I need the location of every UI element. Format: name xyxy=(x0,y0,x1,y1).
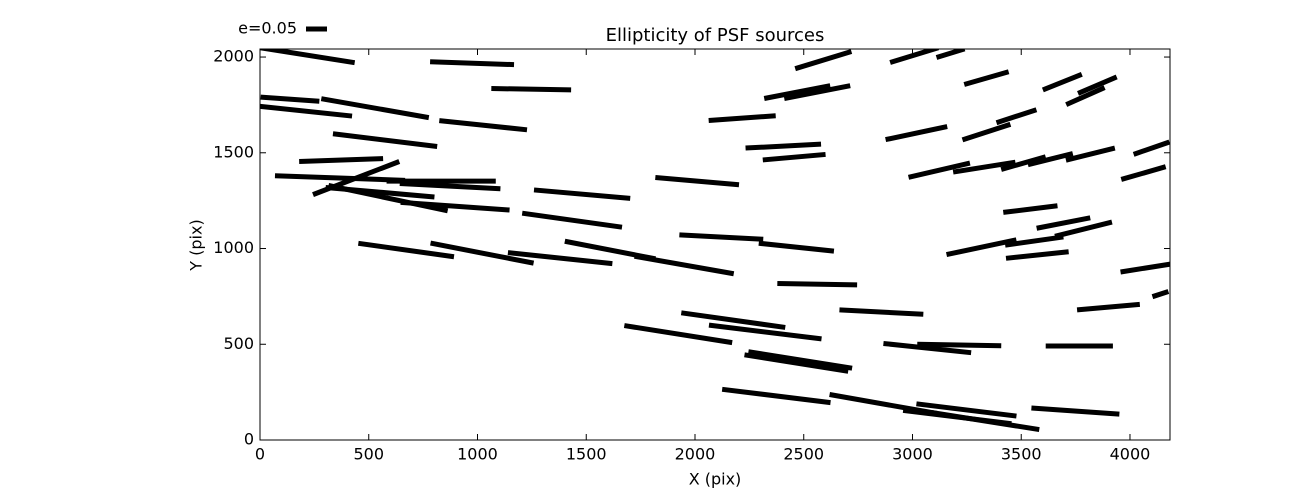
whisker xyxy=(762,151,826,163)
whisker xyxy=(507,250,613,267)
whisker xyxy=(885,124,948,143)
whisker xyxy=(1054,219,1113,239)
whisker xyxy=(260,49,356,66)
whisker xyxy=(931,410,1040,433)
whisker xyxy=(533,187,631,201)
x-tick-label: 2000 xyxy=(675,445,716,464)
whisker xyxy=(839,307,924,317)
whisker xyxy=(357,240,455,260)
y-tick-label: 1000 xyxy=(213,238,254,257)
whisker xyxy=(274,173,406,183)
x-tick-label: 2500 xyxy=(783,445,824,464)
y-tick-label: 0 xyxy=(244,430,254,449)
whisker xyxy=(907,160,971,180)
whisker xyxy=(1132,139,1170,157)
whisker xyxy=(889,49,940,65)
whisker xyxy=(758,240,835,254)
x-tick-label: 0 xyxy=(255,445,265,464)
whisker xyxy=(400,199,510,213)
x-tick-label: 3000 xyxy=(892,445,933,464)
whisker xyxy=(748,349,853,371)
whisker xyxy=(935,49,966,60)
key-label: e=0.05 xyxy=(238,19,297,38)
whisker xyxy=(744,352,849,374)
x-tick-label: 3500 xyxy=(1001,445,1042,464)
whisker xyxy=(1027,151,1074,168)
whisker xyxy=(680,310,786,330)
whisker xyxy=(1002,203,1058,215)
whisker xyxy=(1041,71,1083,93)
whisker xyxy=(1065,145,1116,163)
plot-frame xyxy=(259,48,1171,441)
whisker xyxy=(1005,249,1069,261)
whisker xyxy=(917,341,1002,349)
whisker xyxy=(634,253,735,277)
whisker xyxy=(952,159,1016,175)
whisker xyxy=(995,107,1038,126)
whisker xyxy=(721,386,831,406)
whisker xyxy=(1000,154,1047,172)
whisker xyxy=(521,210,623,230)
whisker xyxy=(260,103,353,119)
whisker xyxy=(883,340,972,356)
x-tick-label: 4000 xyxy=(1110,445,1151,464)
y-tick-label: 2000 xyxy=(213,47,254,66)
whisker xyxy=(399,180,501,192)
whisker xyxy=(320,96,430,121)
whisker xyxy=(1076,301,1141,313)
whisker xyxy=(1004,234,1064,248)
whisker xyxy=(1151,289,1170,300)
whisker xyxy=(439,118,528,133)
whisker xyxy=(1120,261,1170,275)
whisker xyxy=(945,237,1017,258)
whisker xyxy=(763,83,831,101)
whisker xyxy=(429,59,515,68)
whisker xyxy=(332,131,438,150)
whisker xyxy=(430,240,535,266)
whisker xyxy=(745,141,822,151)
x-axis-label: X (pix) xyxy=(689,470,742,489)
whisker xyxy=(1036,215,1091,231)
whisker xyxy=(794,49,853,72)
whisker-layer xyxy=(260,49,1170,433)
whisker xyxy=(655,174,740,188)
whisker xyxy=(491,86,572,93)
whisker xyxy=(708,322,822,342)
whisker xyxy=(777,280,858,288)
y-tick-label: 1500 xyxy=(213,142,254,161)
whisker xyxy=(260,94,320,104)
whisker xyxy=(783,83,851,101)
whisker xyxy=(916,401,1017,419)
whisker xyxy=(1065,85,1106,107)
whisker xyxy=(679,232,764,242)
x-tick-label: 500 xyxy=(353,445,384,464)
whisker xyxy=(1077,74,1118,96)
y-tick-label: 500 xyxy=(223,334,254,353)
chart-title: Ellipticity of PSF sources xyxy=(606,25,825,46)
whisker xyxy=(1120,164,1167,182)
whisker xyxy=(1031,405,1120,417)
x-tick-label: 1000 xyxy=(457,445,498,464)
whisker xyxy=(623,323,733,346)
whisker xyxy=(708,113,776,123)
whisker xyxy=(961,121,1012,143)
whisker xyxy=(963,69,1010,87)
whisker xyxy=(299,156,384,165)
x-tick-label: 1500 xyxy=(566,445,607,464)
y-axis-label: Y (pix) xyxy=(187,219,206,271)
